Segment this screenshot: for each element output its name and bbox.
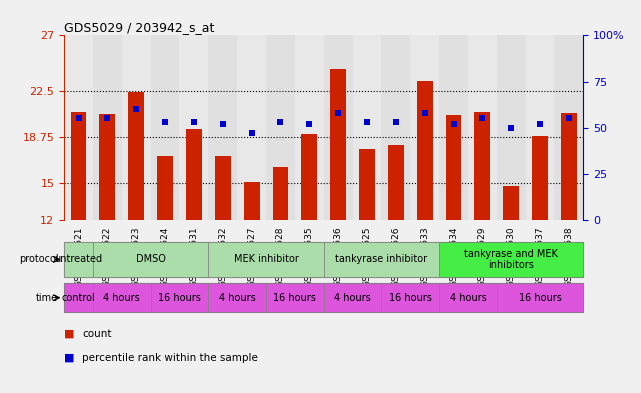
Text: 4 hours: 4 hours — [219, 293, 256, 303]
Text: 4 hours: 4 hours — [449, 293, 487, 303]
Bar — [474, 112, 490, 220]
Bar — [301, 134, 317, 220]
Bar — [272, 167, 288, 220]
Bar — [215, 156, 231, 220]
FancyBboxPatch shape — [324, 283, 381, 312]
FancyBboxPatch shape — [208, 242, 324, 277]
FancyBboxPatch shape — [208, 283, 266, 312]
Text: 16 hours: 16 hours — [389, 293, 431, 303]
Bar — [359, 149, 375, 220]
Bar — [93, 35, 122, 220]
Bar — [208, 35, 237, 220]
Bar — [526, 35, 554, 220]
Text: count: count — [82, 329, 112, 339]
Bar — [330, 69, 346, 220]
Text: 16 hours: 16 hours — [274, 293, 316, 303]
Bar — [417, 81, 433, 220]
Text: ■: ■ — [64, 329, 74, 339]
Bar — [295, 35, 324, 220]
Text: DMSO: DMSO — [136, 254, 165, 264]
Bar — [157, 156, 173, 220]
Bar — [439, 35, 468, 220]
FancyBboxPatch shape — [93, 242, 208, 277]
Text: percentile rank within the sample: percentile rank within the sample — [82, 353, 258, 363]
Text: untreated: untreated — [54, 254, 103, 264]
Bar — [353, 35, 381, 220]
Text: ■: ■ — [64, 353, 74, 363]
Bar — [468, 35, 497, 220]
Bar — [554, 35, 583, 220]
Bar — [128, 92, 144, 220]
Bar — [532, 136, 548, 220]
Bar — [122, 35, 151, 220]
Text: tankyrase and MEK
inhibitors: tankyrase and MEK inhibitors — [464, 249, 558, 270]
Bar — [445, 116, 462, 220]
Text: MEK inhibitor: MEK inhibitor — [233, 254, 299, 264]
Text: control: control — [62, 293, 96, 303]
Bar — [71, 112, 87, 220]
Bar — [237, 35, 266, 220]
Bar — [99, 114, 115, 220]
Bar — [186, 129, 202, 220]
Bar — [381, 35, 410, 220]
Text: 16 hours: 16 hours — [519, 293, 562, 303]
FancyBboxPatch shape — [151, 283, 208, 312]
Bar — [64, 35, 93, 220]
Bar — [497, 35, 526, 220]
Bar — [179, 35, 208, 220]
FancyBboxPatch shape — [439, 283, 497, 312]
Text: GDS5029 / 203942_s_at: GDS5029 / 203942_s_at — [64, 21, 215, 34]
Text: 16 hours: 16 hours — [158, 293, 201, 303]
Text: 4 hours: 4 hours — [103, 293, 140, 303]
Bar — [388, 145, 404, 220]
Text: protocol: protocol — [19, 254, 58, 264]
Text: tankyrase inhibitor: tankyrase inhibitor — [335, 254, 428, 264]
FancyBboxPatch shape — [64, 283, 93, 312]
FancyBboxPatch shape — [64, 242, 93, 277]
Bar — [561, 113, 577, 220]
Bar — [244, 182, 260, 220]
Text: 4 hours: 4 hours — [334, 293, 371, 303]
Text: time: time — [36, 293, 58, 303]
Bar — [503, 185, 519, 220]
Bar — [324, 35, 353, 220]
Bar — [410, 35, 439, 220]
FancyBboxPatch shape — [497, 283, 583, 312]
FancyBboxPatch shape — [439, 242, 583, 277]
FancyBboxPatch shape — [93, 283, 151, 312]
FancyBboxPatch shape — [324, 242, 439, 277]
Bar — [151, 35, 179, 220]
Bar — [266, 35, 295, 220]
FancyBboxPatch shape — [266, 283, 324, 312]
FancyBboxPatch shape — [381, 283, 439, 312]
